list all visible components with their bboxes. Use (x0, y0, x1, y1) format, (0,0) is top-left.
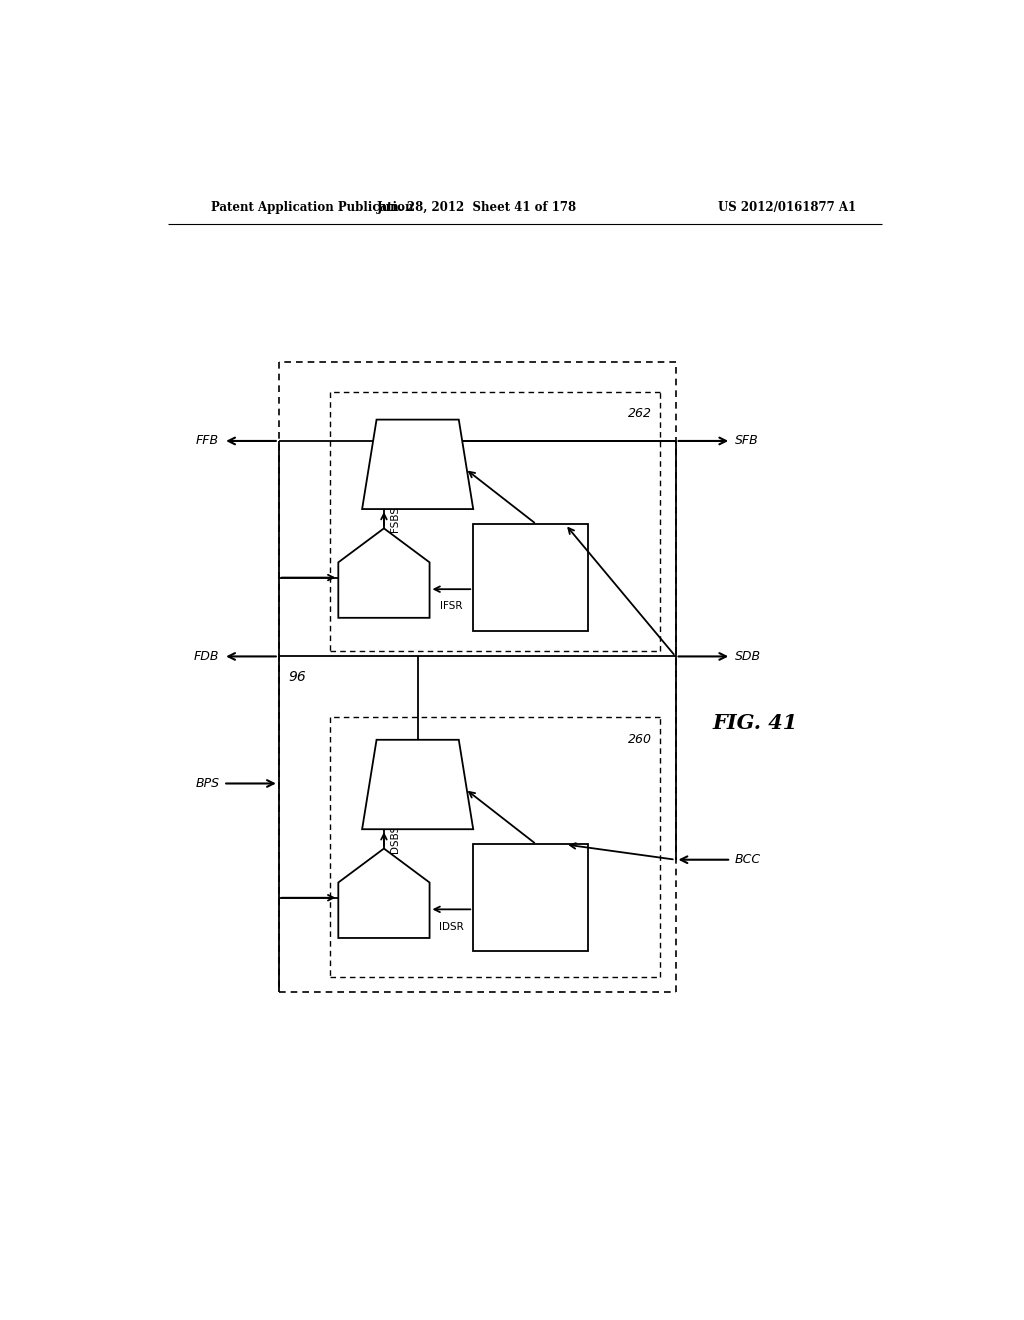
Text: FIG. 41: FIG. 41 (713, 713, 798, 733)
Polygon shape (362, 420, 473, 510)
Text: 260: 260 (628, 733, 651, 746)
Bar (473, 524, 588, 631)
Text: BPS: BPS (196, 777, 219, 789)
Text: SFB: SFB (735, 434, 759, 447)
Text: DSBS: DSBS (390, 825, 400, 853)
Text: FINAL
STAGE
IDAC
270: FINAL STAGE IDAC 270 (369, 564, 399, 605)
Text: IFSR: IFSR (440, 602, 463, 611)
Polygon shape (338, 849, 430, 939)
Text: Jun. 28, 2012  Sheet 41 of 178: Jun. 28, 2012 Sheet 41 of 178 (377, 201, 578, 214)
Text: 262: 262 (628, 408, 651, 420)
Text: DRIVER
STAGE
IREF
CIRCUITRY
268: DRIVER STAGE IREF CIRCUITRY 268 (508, 873, 554, 923)
Text: FINAL
STAGE
IREF
CIRCUITRY
274: FINAL STAGE IREF CIRCUITRY 274 (508, 552, 554, 603)
Text: US 2012/0161877 A1: US 2012/0161877 A1 (718, 201, 856, 214)
Text: FFB: FFB (197, 434, 219, 447)
Text: Patent Application Publication: Patent Application Publication (211, 201, 414, 214)
Text: DRIVER
STAGE
MUX
266: DRIVER STAGE MUX 266 (399, 759, 435, 800)
Text: FSBS: FSBS (390, 506, 400, 532)
Text: 96: 96 (289, 669, 306, 684)
Text: FDB: FDB (194, 649, 219, 663)
Bar (473, 845, 588, 952)
Text: SDB: SDB (735, 649, 761, 663)
Text: IDSR: IDSR (439, 921, 464, 932)
Polygon shape (338, 528, 430, 618)
Text: BCC: BCC (735, 853, 761, 866)
Text: DRIVER
STAGE
IDAC
264: DRIVER STAGE IDAC 264 (367, 884, 401, 924)
Polygon shape (362, 739, 473, 829)
Text: FINAL
STAGE
MUX
272: FINAL STAGE MUX 272 (402, 440, 433, 479)
